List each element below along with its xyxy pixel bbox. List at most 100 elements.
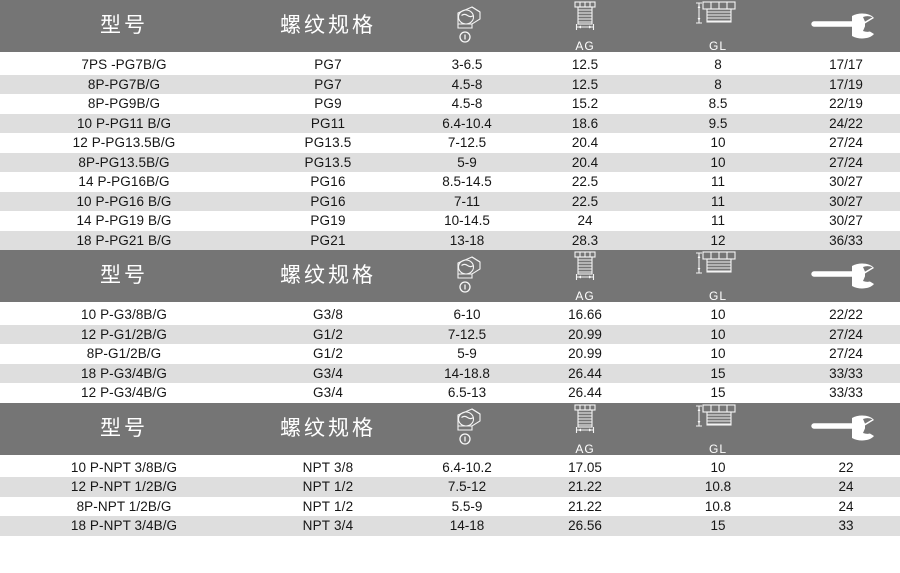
cell-gl: 11 (644, 191, 792, 211)
table-row: 8P-NPT 1/2B/G NPT 1/2 5.5-9 21.22 10.8 24 (0, 496, 900, 516)
table-row: 18 P-G3/4B/G G3/4 14-18.8 26.44 15 33/33 (0, 363, 900, 383)
column-header-gl-label: GL (708, 39, 727, 53)
cell-thread: NPT 3/4 (248, 516, 408, 536)
cell-clamping-range: 10-14.5 (408, 211, 526, 231)
cell-wrench-size: 33/33 (792, 363, 900, 383)
cell-clamping-range: 7-11 (408, 191, 526, 211)
wrench-icon (808, 259, 884, 294)
cell-ag: 20.99 (526, 344, 644, 364)
cell-clamping-range: 5-9 (408, 344, 526, 364)
cell-wrench-size: 24/22 (792, 113, 900, 133)
cell-thread: PG16 (248, 191, 408, 211)
cell-gl: 8 (644, 74, 792, 94)
table-row: 12 P-G3/4B/G G3/4 6.5-13 26.44 15 33/33 (0, 383, 900, 403)
cell-thread: G3/8 (248, 305, 408, 325)
cell-ag: 26.56 (526, 516, 644, 536)
cell-clamping-range: 5.5-9 (408, 496, 526, 516)
cell-ag: 22.5 (526, 172, 644, 192)
cell-wrench-size: 33 (792, 516, 900, 536)
cell-ag: 21.22 (526, 477, 644, 497)
cell-model: 8P-PG13.5B/G (0, 152, 248, 172)
table-row: 14 P-PG16B/G PG16 8.5-14.5 22.5 11 30/27 (0, 172, 900, 192)
tables-root: 型号 螺纹规格 AG (0, 0, 900, 536)
cell-model: 10 P-NPT 3/8B/G (0, 457, 248, 477)
table-row: 14 P-PG19 B/G PG19 10-14.5 24 11 30/27 (0, 211, 900, 231)
cell-model: 10 P-G3/8B/G (0, 305, 248, 325)
cell-wrench-size: 24 (792, 496, 900, 516)
column-header-gl-label: GL (708, 289, 727, 303)
cell-model: 12 P-PG13.5B/G (0, 133, 248, 153)
cable-clamping-range-icon (444, 4, 490, 49)
cell-thread: PG21 (248, 230, 408, 250)
cell-model: 18 P-PG21 B/G (0, 230, 248, 250)
cell-gl: 11 (644, 211, 792, 231)
cell-wrench-size: 27/24 (792, 133, 900, 153)
cell-wrench-size: 24 (792, 477, 900, 497)
cell-gl: 10 (644, 133, 792, 153)
cell-ag: 12.5 (526, 55, 644, 75)
column-header-clamping-range (408, 403, 526, 455)
cable-clamping-range-icon (444, 406, 490, 451)
thread-length-icon (689, 403, 747, 442)
column-header-clamping-range (408, 0, 526, 52)
wrench-icon (808, 411, 884, 446)
cell-wrench-size: 30/27 (792, 211, 900, 231)
cell-thread: PG13.5 (248, 133, 408, 153)
table-row: 12 P-G1/2B/G G1/2 7-12.5 20.99 10 27/24 (0, 324, 900, 344)
cell-wrench-size: 30/27 (792, 172, 900, 192)
cell-ag: 21.22 (526, 496, 644, 516)
cell-model: 10 P-PG11 B/G (0, 113, 248, 133)
cell-wrench-size: 22/19 (792, 94, 900, 114)
cell-clamping-range: 4.5-8 (408, 94, 526, 114)
cell-thread: PG13.5 (248, 152, 408, 172)
cell-model: 12 P-NPT 1/2B/G (0, 477, 248, 497)
cell-ag: 28.3 (526, 230, 644, 250)
column-header-ag-label: AG (575, 441, 595, 456)
thread-length-icon (689, 0, 747, 39)
cell-thread: G1/2 (248, 344, 408, 364)
table-row: 10 P-G3/8B/G G3/8 6-10 16.66 10 22/22 (0, 305, 900, 325)
cell-thread: PG16 (248, 172, 408, 192)
table-row: 8P-PG7B/G PG7 4.5-8 12.5 8 17/19 (0, 74, 900, 94)
cell-model: 14 P-PG19 B/G (0, 211, 248, 231)
cell-model: 8P-NPT 1/2B/G (0, 496, 248, 516)
table-row: 10 P-NPT 3/8B/G NPT 3/8 6.4-10.2 17.05 10 22 (0, 457, 900, 477)
cell-clamping-range: 6.4-10.2 (408, 457, 526, 477)
table-row: 18 P-NPT 3/4B/G NPT 3/4 14-18 26.56 15 33 (0, 516, 900, 536)
cell-model: 10 P-PG16 B/G (0, 191, 248, 211)
cell-ag: 24 (526, 211, 644, 231)
cell-clamping-range: 6.4-10.4 (408, 113, 526, 133)
cell-gl: 10 (644, 305, 792, 325)
cell-gl: 12 (644, 230, 792, 250)
column-header-model: 型号 (0, 250, 248, 302)
column-header-gl: GL (644, 0, 792, 52)
cell-clamping-range: 8.5-14.5 (408, 172, 526, 192)
column-header-ag: AG (526, 0, 644, 52)
table-row: 8P-G1/2B/G G1/2 5-9 20.99 10 27/24 (0, 344, 900, 364)
cell-thread: G1/2 (248, 324, 408, 344)
cell-wrench-size: 27/24 (792, 152, 900, 172)
cell-ag: 16.66 (526, 305, 644, 325)
cell-ag: 17.05 (526, 457, 644, 477)
column-header-wrench-size (792, 250, 900, 302)
column-header-model-label: 型号 (100, 14, 148, 37)
cell-wrench-size: 17/19 (792, 74, 900, 94)
column-header-wrench-size (792, 0, 900, 52)
cell-thread: G3/4 (248, 363, 408, 383)
column-header-thread: 螺纹规格 (248, 250, 408, 302)
cell-gl: 15 (644, 383, 792, 403)
cell-clamping-range: 7-12.5 (408, 133, 526, 153)
cell-clamping-range: 14-18 (408, 516, 526, 536)
cell-wrench-size: 17/17 (792, 55, 900, 75)
cell-thread: NPT 3/8 (248, 457, 408, 477)
table-header-row: 型号 螺纹规格 AG (0, 402, 900, 455)
cell-gl: 10.8 (644, 496, 792, 516)
thread-diameter-icon (559, 0, 611, 39)
cell-thread: PG9 (248, 94, 408, 114)
cell-model: 12 P-G3/4B/G (0, 383, 248, 403)
cell-gl: 15 (644, 516, 792, 536)
column-header-ag: AG (526, 403, 644, 455)
cell-gl: 9.5 (644, 113, 792, 133)
table-header-row: 型号 螺纹规格 AG (0, 0, 900, 52)
